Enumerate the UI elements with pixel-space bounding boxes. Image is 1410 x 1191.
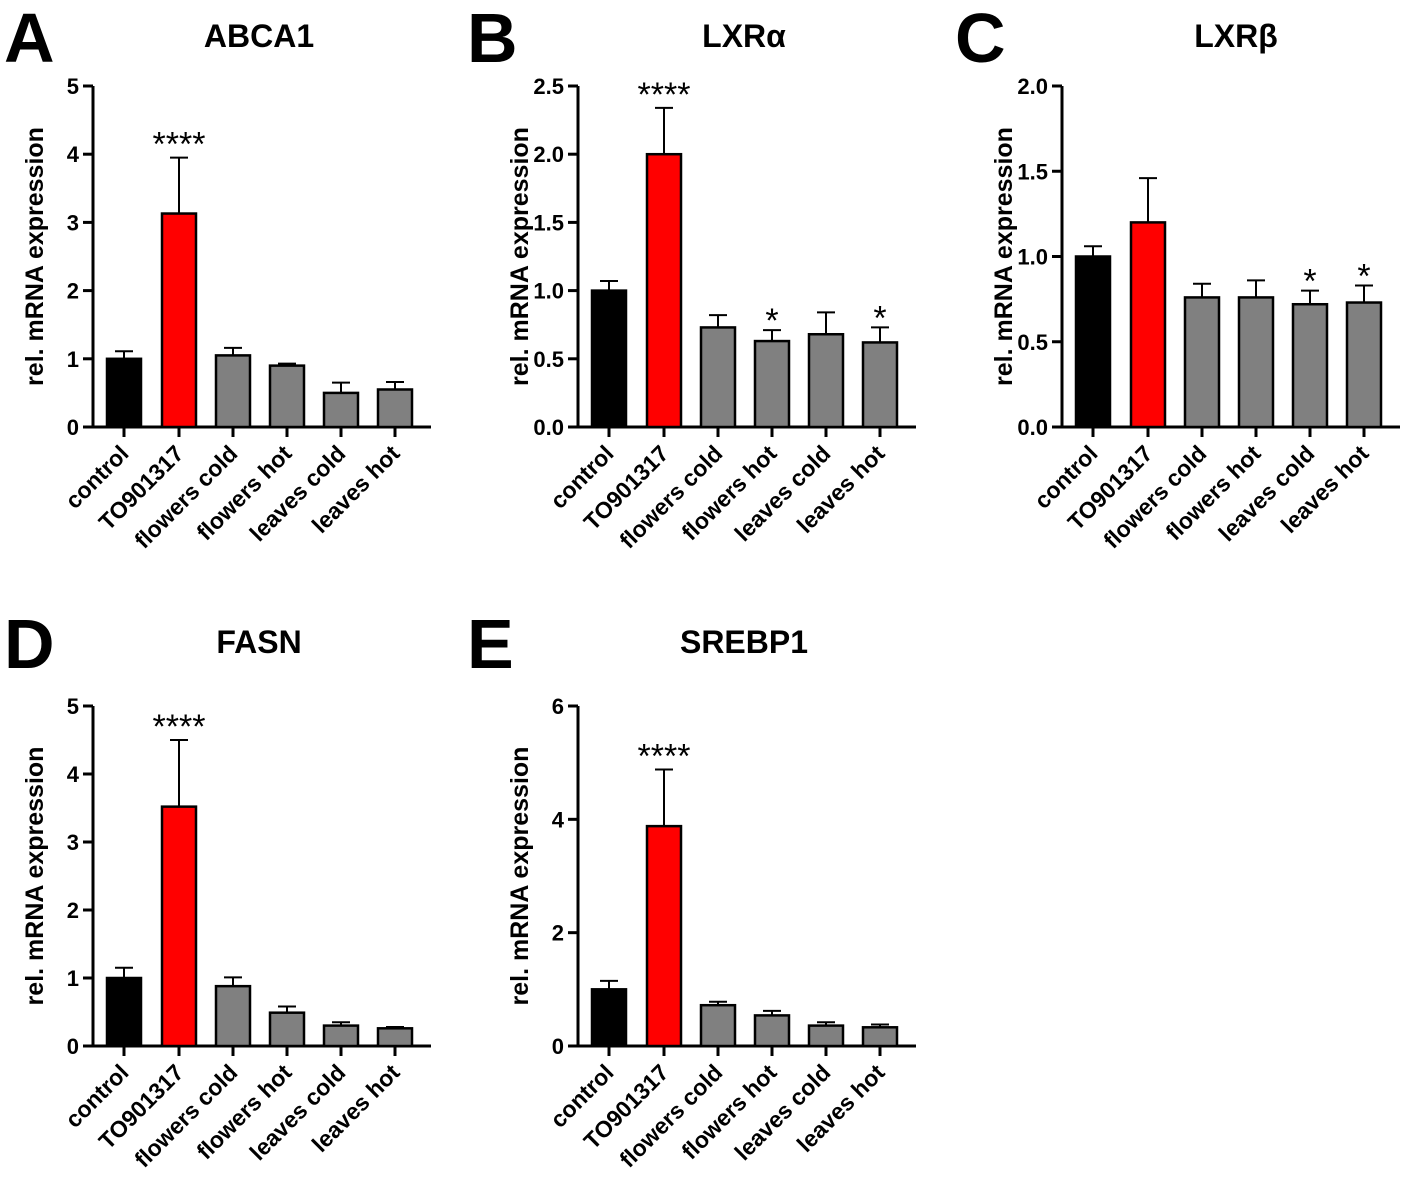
- y-tick-label: 0.0: [533, 415, 564, 440]
- panel-letter: B: [467, 0, 518, 77]
- bar-flowers-cold: [699, 326, 737, 429]
- panel-letter: E: [467, 605, 514, 683]
- bar-to901317: [645, 152, 683, 429]
- y-tick-label: 4: [67, 762, 80, 787]
- bar-control: [590, 289, 628, 429]
- y-tick-label: 4: [552, 807, 565, 832]
- y-tick-label: 0.0: [1017, 415, 1048, 440]
- panel-letter: C: [955, 0, 1006, 77]
- bar-flowers-cold: [214, 354, 252, 429]
- bar-to901317: [1129, 221, 1167, 429]
- bar-flowers-hot: [753, 1014, 791, 1048]
- panel-title: ABCA1: [204, 18, 314, 54]
- y-tick-label: 2: [67, 279, 79, 304]
- bar-to901317: [160, 805, 198, 1048]
- bar-leaves-cold: [322, 391, 360, 429]
- y-tick-label: 1: [67, 966, 79, 991]
- panel-title: LXRβ: [1194, 18, 1278, 54]
- y-tick-label: 6: [552, 694, 564, 719]
- bar-flowers-hot: [268, 1011, 306, 1048]
- bar-leaves-hot: [376, 1027, 414, 1048]
- panel-title: LXRα: [702, 18, 786, 54]
- bar-leaves-hot: [376, 388, 414, 429]
- panel-letter: A: [4, 0, 55, 77]
- bar-control: [1074, 255, 1112, 429]
- bar-flowers-cold: [699, 1003, 737, 1048]
- y-tick-label: 1.0: [533, 279, 564, 304]
- significance-marker: ****: [153, 708, 206, 746]
- bar-leaves-cold: [807, 332, 845, 429]
- bar-leaves-cold: [322, 1024, 360, 1048]
- significance-marker: *: [873, 299, 886, 337]
- panel-b: B LXRα rel. mRNA expression 0.0 0.5 1.0 1.5 2.0…: [467, 0, 916, 553]
- y-tick-label: 0: [552, 1034, 564, 1059]
- y-tick-label: 2.0: [1017, 74, 1048, 99]
- y-tick-label: 2.5: [533, 74, 564, 99]
- y-tick-label: 0: [67, 1034, 79, 1059]
- bar-leaves-cold: [1291, 302, 1329, 429]
- bar-to901317: [645, 824, 683, 1048]
- bar-flowers-hot: [753, 339, 791, 429]
- y-tick-label: 0.5: [1017, 330, 1048, 355]
- y-axis-label: rel. mRNA expression: [21, 747, 49, 1006]
- bar-flowers-hot: [268, 364, 306, 429]
- bar-to901317: [160, 212, 198, 429]
- y-tick-label: 1: [67, 347, 79, 372]
- y-axis-label: rel. mRNA expression: [506, 127, 534, 386]
- bar-flowers-cold: [214, 984, 252, 1048]
- y-tick-label: 5: [67, 694, 79, 719]
- y-tick-label: 4: [67, 142, 80, 167]
- y-tick-label: 0.5: [533, 347, 564, 372]
- y-axis-label: rel. mRNA expression: [990, 127, 1018, 386]
- bar-leaves-hot: [861, 341, 899, 429]
- significance-marker: ****: [638, 737, 691, 775]
- y-tick-label: 1.0: [1017, 245, 1048, 270]
- panel-title: SREBP1: [680, 624, 808, 660]
- y-tick-label: 2.0: [533, 142, 564, 167]
- significance-marker: *: [765, 302, 778, 340]
- y-tick-label: 3: [67, 830, 79, 855]
- y-tick-label: 1.5: [533, 210, 564, 235]
- bar-control: [105, 357, 143, 429]
- bar-flowers-cold: [1183, 296, 1221, 429]
- y-tick-label: 0: [67, 415, 79, 440]
- bar-leaves-hot: [861, 1026, 899, 1048]
- significance-marker: ****: [153, 126, 206, 164]
- bar-leaves-hot: [1345, 301, 1383, 429]
- significance-marker: *: [1357, 257, 1370, 295]
- panel-c: C LXRβ rel. mRNA expression 0.0 0.5 1.0 1.5 2.0…: [955, 0, 1400, 553]
- bar-leaves-cold: [807, 1024, 845, 1048]
- y-axis-label: rel. mRNA expression: [506, 747, 534, 1006]
- y-tick-label: 1.5: [1017, 159, 1048, 184]
- y-axis-label: rel. mRNA expression: [21, 127, 49, 386]
- y-tick-label: 2: [67, 898, 79, 923]
- y-tick-label: 3: [67, 210, 79, 235]
- panel-letter: D: [4, 605, 55, 683]
- bar-flowers-hot: [1237, 296, 1275, 429]
- significance-marker: ****: [638, 76, 691, 114]
- significance-marker: *: [1303, 263, 1316, 301]
- bar-control: [105, 976, 143, 1048]
- y-tick-label: 5: [67, 74, 79, 99]
- bar-control: [590, 988, 628, 1048]
- y-tick-label: 2: [552, 921, 564, 946]
- panel-title: FASN: [216, 624, 301, 660]
